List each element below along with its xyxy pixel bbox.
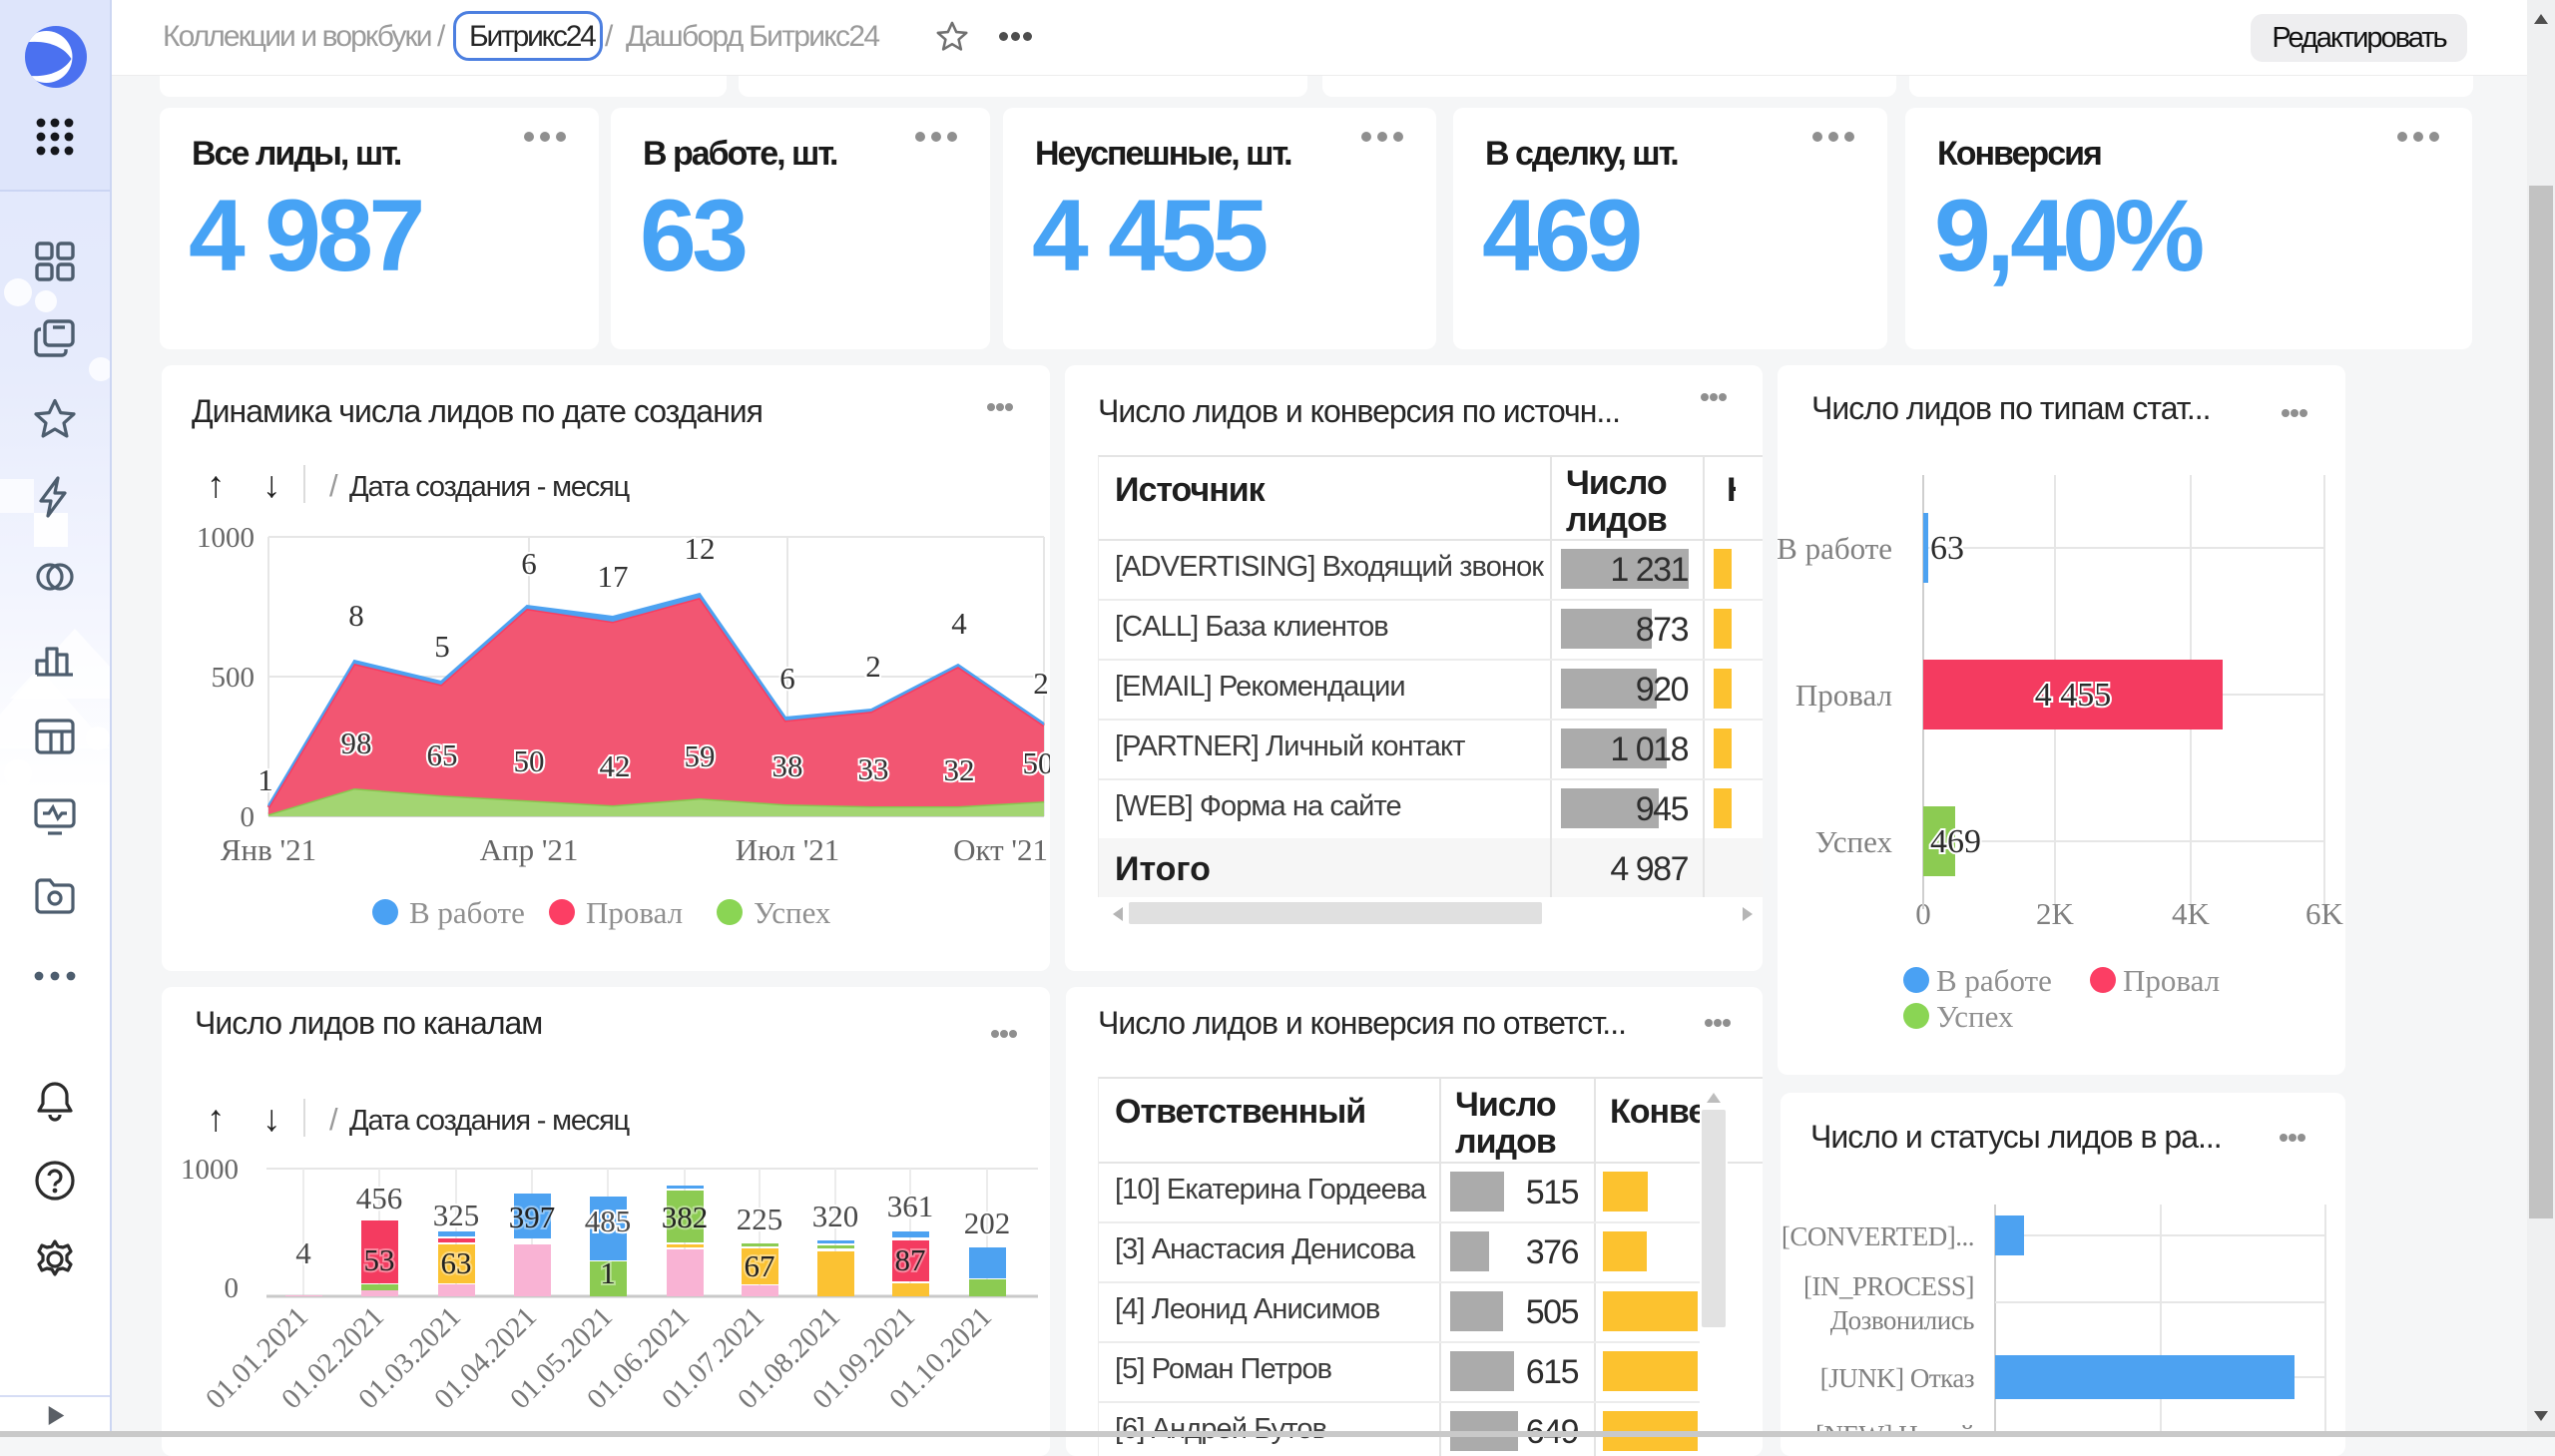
svg-text:6: 6 [521,546,537,581]
svg-text:50: 50 [1023,745,1051,780]
svg-text:63: 63 [1930,530,1964,567]
svg-text:2: 2 [1033,666,1049,701]
svg-text:/: / [329,1102,338,1137]
svg-text:63: 63 [441,1245,472,1280]
svg-text:2K: 2K [2036,896,2075,931]
svg-text:4: 4 [951,606,967,641]
svg-text:Провал: Провал [586,895,683,930]
svg-text:Апр '21: Апр '21 [480,832,579,867]
svg-text:Янв '21: Янв '21 [221,832,316,867]
svg-text:485: 485 [585,1204,632,1238]
svg-text:↑: ↑ [207,464,226,505]
svg-text:0: 0 [241,801,256,833]
svg-text:6K: 6K [2305,896,2344,931]
svg-text:50: 50 [514,743,545,778]
svg-text:33: 33 [858,751,889,786]
svg-text:4 455: 4 455 [2035,677,2112,714]
svg-text:Дозвонились: Дозвонились [1830,1305,1974,1335]
svg-text:225: 225 [737,1202,783,1236]
svg-text:325: 325 [433,1198,480,1232]
svg-text:[JUNK] Отказ: [JUNK] Отказ [1820,1363,1974,1393]
svg-text:↓: ↓ [262,1098,281,1139]
svg-text:/: / [329,468,338,503]
svg-text:1: 1 [600,1255,616,1290]
svg-text:67: 67 [745,1248,775,1283]
svg-text:17: 17 [598,559,629,594]
svg-text:↑: ↑ [207,1098,226,1139]
svg-text:382: 382 [662,1200,709,1234]
svg-text:Дата создания - месяц: Дата создания - месяц [349,1105,630,1137]
svg-text:Провал: Провал [1795,678,1892,713]
svg-text:0: 0 [225,1272,240,1304]
svg-text:87: 87 [895,1242,926,1277]
svg-text:397: 397 [509,1200,556,1234]
svg-text:0: 0 [1915,896,1931,931]
svg-text:5: 5 [434,629,450,664]
svg-text:469: 469 [1930,823,1981,860]
svg-text:2: 2 [865,649,881,684]
svg-text:↓: ↓ [262,464,281,505]
svg-text:Июл '21: Июл '21 [736,832,840,867]
svg-text:Дата создания - месяц: Дата создания - месяц [349,471,630,503]
svg-text:6: 6 [779,661,795,696]
svg-text:Провал: Провал [2123,963,2220,998]
svg-text:4K: 4K [2172,896,2211,931]
svg-text:[CONVERTED]...: [CONVERTED]... [1782,1221,1974,1251]
svg-text:В работе: В работе [409,895,525,930]
svg-text:202: 202 [964,1206,1011,1240]
svg-text:42: 42 [600,748,631,783]
svg-text:98: 98 [341,726,372,760]
svg-text:320: 320 [812,1199,859,1233]
svg-text:Успех: Успех [1815,824,1893,859]
svg-text:12: 12 [685,531,716,566]
svg-text:456: 456 [356,1181,403,1215]
svg-text:361: 361 [887,1189,934,1223]
svg-text:32: 32 [944,752,975,787]
svg-text:Окт '21: Окт '21 [953,832,1048,867]
svg-text:38: 38 [772,748,803,783]
svg-text:1000: 1000 [197,522,255,554]
svg-text:В работе: В работе [1936,963,2052,998]
svg-text:65: 65 [427,737,458,772]
svg-text:В работе: В работе [1778,531,1892,566]
svg-text:4: 4 [295,1235,311,1270]
svg-text:Успех: Успех [1936,999,2014,1034]
svg-text:1: 1 [257,762,273,797]
svg-text:500: 500 [212,662,256,694]
svg-text:59: 59 [685,738,716,773]
svg-text:8: 8 [348,598,364,633]
svg-text:1000: 1000 [181,1154,239,1186]
svg-text:[IN_PROCESS]: [IN_PROCESS] [1803,1271,1974,1301]
svg-text:53: 53 [364,1242,395,1277]
svg-text:Успех: Успех [754,895,831,930]
